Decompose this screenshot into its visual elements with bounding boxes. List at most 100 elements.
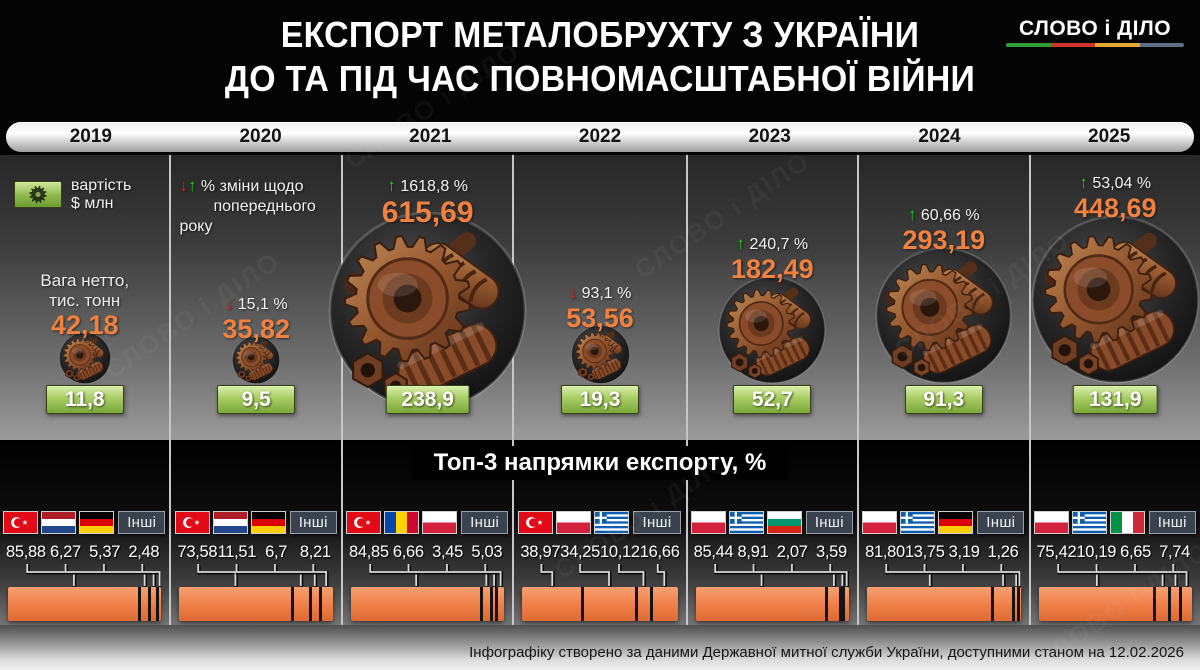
- connector-lines: [197, 564, 330, 587]
- germany-flag: [250, 511, 286, 534]
- bar-segment-divider: [290, 587, 294, 621]
- others-label: Інші: [1148, 511, 1196, 534]
- greece-flag: [1071, 511, 1107, 534]
- change-legend-line1: % зміни щодо: [200, 178, 304, 195]
- bar-segment-divider: [318, 587, 322, 621]
- greece-flag: [594, 511, 630, 534]
- share-value: 81,80: [865, 543, 905, 561]
- others-label: Інші: [633, 511, 681, 534]
- bar-segment-divider: [842, 587, 846, 621]
- change-percent: ↑ 53,04 %: [1017, 173, 1200, 194]
- change-percent-value: 60,66 %: [920, 206, 980, 224]
- column-upper-2020: ↓↑ % зміни щодо попереднього року ↓: [171, 155, 341, 440]
- year-label-2020: 2020: [239, 126, 282, 147]
- top3-title-text: Топ-3 напрямки експорту, %: [411, 446, 789, 480]
- bar-segment-divider: [495, 587, 499, 621]
- logo-underline: [1006, 43, 1184, 47]
- year-label-2023: 2023: [748, 126, 791, 147]
- bar-segment-divider: [1168, 587, 1172, 621]
- share-value: 2,07: [776, 543, 808, 561]
- share-value: 85,44: [693, 543, 734, 561]
- down-arrow-icon: ↓: [568, 282, 578, 302]
- export-share-bar: [867, 587, 1021, 621]
- poland-flag: [1033, 511, 1069, 534]
- share-value: 5,37: [89, 543, 121, 561]
- shares-row: 85,44 8,91 2,07 3,59: [694, 543, 851, 562]
- change-percent-value: 93,1 %: [581, 284, 632, 302]
- column-upper-2019: вартість $ млн Вага нетто,: [0, 155, 170, 440]
- export-share-bar: [179, 587, 333, 621]
- value-badge: 91,3: [904, 385, 983, 414]
- share-value: 16,66: [639, 543, 680, 561]
- weight-label: Вага нетто, тис. тонн: [0, 271, 183, 311]
- change-percent: ↑ 1618,8 %: [329, 176, 526, 197]
- scrap-metal-image: [58, 332, 111, 384]
- flags-row: Інші: [171, 511, 340, 534]
- net-weight-value: 182,49: [731, 253, 814, 284]
- net-weight-value: 448,69: [1073, 192, 1157, 223]
- year-column-2024: ↑ 60,66 % 293,19 91,3 Інші 81,80 13,75 3,1…: [859, 155, 1031, 625]
- value-badge: 11,8: [45, 385, 124, 414]
- column-upper-2023: ↑ 240,7 % 182,49 52,7: [687, 155, 858, 440]
- connector-lines: [885, 564, 1021, 587]
- scrap-metal-gears-image: [718, 276, 827, 384]
- flags-row: Інші: [514, 511, 685, 534]
- year-axis-bar: 2019 2020 2021 2022 2023 2024 2025: [6, 122, 1194, 152]
- value-stack: ↑ 53,04 % 448,69: [1017, 173, 1200, 223]
- up-arrow-icon: ↑: [387, 175, 396, 195]
- bar-segment-divider: [308, 587, 312, 621]
- shares-row: 81,80 13,75 3,19 1,26: [865, 543, 1022, 562]
- scrap-metal-image: [328, 211, 527, 410]
- others-label: Інші: [805, 511, 853, 534]
- weight-label-line1: Вага нетто,: [40, 270, 130, 290]
- net-weight-value: 53,56: [566, 302, 634, 333]
- others-label: Інші: [118, 511, 166, 534]
- moldova-flag: [384, 511, 420, 534]
- value-legend-line2: $ млн: [71, 194, 114, 212]
- export-share-bar: [350, 587, 505, 621]
- column-lower-2019: Інші 85,88 6,27 5,37 2,48: [0, 440, 170, 625]
- connector-lines: [26, 564, 162, 587]
- scrap-metal-gears-image: [58, 332, 111, 384]
- year-label-2022: 2022: [578, 126, 622, 147]
- share-value: 10,19: [1076, 543, 1117, 561]
- net-weight-value: 293,19: [902, 224, 986, 255]
- share-value: 75,42: [1036, 543, 1077, 561]
- poland-flag: [862, 511, 898, 534]
- shares-row: 75,42 10,19 6,65 7,74: [1037, 543, 1194, 562]
- value-badge: 238,9: [385, 385, 470, 414]
- share-value: 3,45: [432, 543, 464, 561]
- share-value: 73,58: [177, 543, 218, 561]
- bar-segment-divider: [1152, 587, 1156, 621]
- column-upper-2025: ↑ 53,04 % 448,69 131,9: [1030, 155, 1200, 440]
- flags-row: Інші: [343, 511, 512, 534]
- year-label-2019: 2019: [69, 126, 112, 147]
- year-column-2020: ↓↑ % зміни щодо попереднього року ↓: [171, 155, 343, 625]
- share-value: 3,59: [815, 543, 847, 561]
- up-arrow-icon: ↑: [736, 233, 745, 253]
- logo-underline-segment: [1006, 43, 1051, 47]
- shares-row: 85,88 6,27 5,37 2,48: [6, 543, 163, 562]
- flags-row: Інші: [688, 511, 857, 534]
- scrap-metal-image: [232, 336, 281, 384]
- connector-lines: [1056, 564, 1189, 587]
- change-legend-line2: попереднього року: [179, 198, 316, 235]
- scrap-metal-gears-image: [1031, 215, 1200, 384]
- value-stack: ↓ 15,1 % 35,82: [157, 294, 354, 344]
- bar-segment-divider: [991, 587, 995, 621]
- bar-segment-divider: [825, 587, 829, 621]
- turkey-flag: [518, 511, 554, 534]
- share-value: 34,25: [560, 543, 600, 561]
- value-legend-chip: [14, 181, 62, 209]
- share-value: 5,03: [471, 543, 503, 561]
- value-badge: 9,5: [217, 385, 296, 414]
- share-value: 84,85: [348, 543, 389, 561]
- value-legend-line1: вартість: [71, 177, 132, 194]
- value-legend: вартість $ млн: [14, 177, 131, 213]
- change-percent: ↑ 240,7 %: [674, 234, 871, 255]
- connector-lines: [369, 564, 504, 587]
- poland-flag: [422, 511, 458, 534]
- italy-flag: [1109, 511, 1145, 534]
- change-percent-value: 1618,8 %: [400, 177, 468, 195]
